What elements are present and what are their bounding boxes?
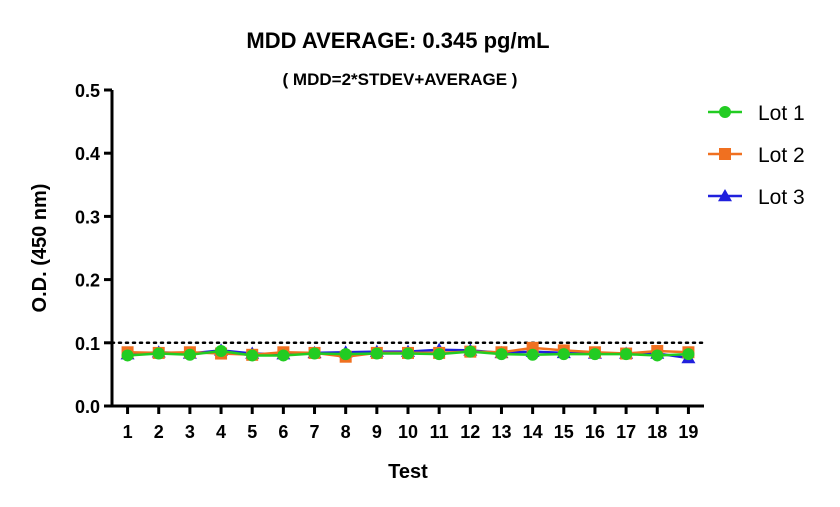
data-point-lot-1 [402, 347, 414, 360]
chart-title: MDD AVERAGE: 0.345 pg/mL [246, 28, 549, 53]
x-tick-label: 18 [647, 422, 667, 442]
x-tick-label: 10 [398, 422, 418, 442]
data-point-lot-1 [246, 349, 259, 362]
data-point-lot-1 [588, 348, 601, 361]
x-tick-label: 14 [523, 422, 543, 442]
x-tick-label: 16 [585, 422, 605, 442]
x-tick-label: 3 [185, 422, 195, 442]
data-point-lot-1 [121, 349, 134, 362]
y-tick-label: 0.1 [75, 334, 100, 354]
data-point-lot-1 [215, 345, 228, 358]
x-tick-label: 1 [123, 422, 133, 442]
x-tick-label: 19 [678, 422, 698, 442]
x-tick-label: 5 [247, 422, 257, 442]
data-point-lot-1 [557, 348, 570, 361]
data-point-lot-1 [277, 349, 290, 362]
legend-marker-2 [719, 148, 731, 160]
x-tick-label: 11 [430, 422, 449, 442]
data-point-lot-1 [152, 347, 165, 360]
data-point-lot-1 [308, 347, 321, 360]
x-tick-label: 2 [154, 422, 164, 442]
x-tick-label: 12 [460, 422, 480, 442]
x-tick-label: 15 [554, 422, 574, 442]
x-tick-label: 13 [491, 422, 511, 442]
data-point-lot-1 [339, 348, 352, 361]
y-tick-label: 0.4 [75, 144, 100, 164]
y-tick-label: 0.3 [75, 207, 100, 227]
data-point-lot-1 [464, 345, 477, 358]
data-point-lot-1 [651, 349, 664, 362]
plot-area: 0.00.10.20.30.40.51 2 3 4 5 6 7 8 9 10 11 12 13 14 15 1… [75, 81, 706, 442]
y-tick-label: 0.5 [75, 81, 100, 101]
y-axis-label: O.D. (450 nm) [29, 184, 51, 313]
legend-label-3: Lot 3 [758, 186, 805, 209]
data-point-lot-1 [183, 348, 196, 361]
data-point-lot-1 [682, 348, 695, 361]
data-point-lot-1 [526, 348, 539, 361]
x-axis-label: Test [388, 461, 428, 483]
y-tick-label: 0.2 [75, 271, 100, 291]
data-point-lot-1 [620, 348, 633, 361]
legend-label-1: Lot 1 [758, 102, 805, 125]
x-tick-label: 6 [278, 422, 288, 442]
chart-subtitle: ( MDD=2*STDEV+AVERAGE ) [283, 70, 518, 89]
x-tick-label: 9 [372, 422, 382, 442]
data-point-lot-1 [433, 348, 446, 361]
data-point-lot-1 [370, 347, 383, 360]
x-tick-label: 4 [216, 422, 226, 442]
x-tick-label: 17 [616, 422, 636, 442]
data-point-lot-1 [495, 348, 508, 361]
x-tick-label: 8 [341, 422, 351, 442]
legend-label-2: Lot 2 [758, 144, 805, 167]
legend-marker-1 [719, 106, 731, 118]
x-tick-label: 7 [310, 422, 320, 442]
legend: Lot 1 Lot 2 Lot 3 [708, 102, 805, 209]
y-tick-label: 0.0 [75, 397, 100, 417]
legend-marker-3 [718, 189, 732, 202]
